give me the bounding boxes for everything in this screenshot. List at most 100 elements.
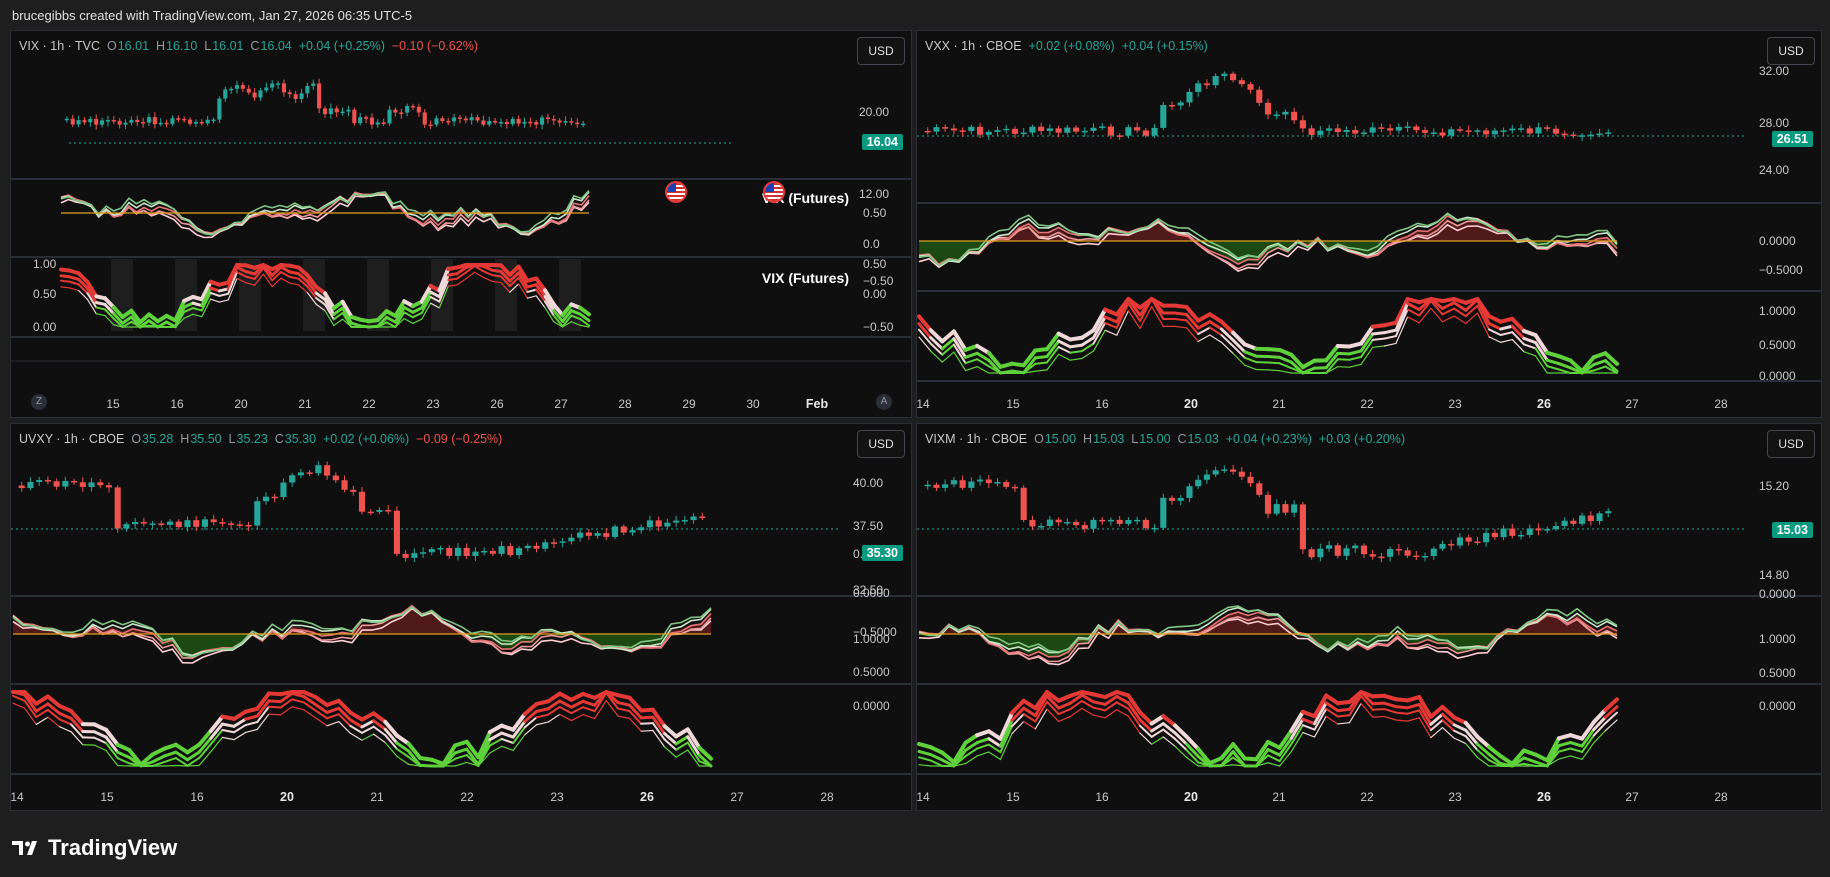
osc2-line	[163, 764, 177, 767]
osc2-line	[465, 747, 480, 767]
osc2-line	[47, 716, 61, 728]
tradingview-brand[interactable]: TradingView	[12, 835, 177, 861]
osc2-line	[1045, 694, 1061, 710]
candles-candle	[27, 481, 34, 489]
time-axis-label: 21	[298, 397, 312, 411]
osc2-line	[1232, 345, 1246, 359]
osc2-line	[69, 709, 85, 727]
osc2-line	[501, 745, 514, 751]
osc2-line	[1545, 358, 1561, 366]
osc2-line	[1116, 709, 1129, 717]
brand-name: TradingView	[48, 835, 178, 860]
osc2-line	[976, 743, 990, 750]
vix-osc2-line	[68, 280, 80, 286]
vix-osc2-line	[499, 263, 512, 277]
currency-button[interactable]: USD	[857, 430, 905, 458]
chart-canvas-vxx[interactable]: 32.00 28.00 24.00 0.0000 −0.5000 1.0000 0.5000…	[917, 31, 1821, 417]
candles-candle	[568, 537, 575, 542]
osc2-line	[697, 745, 713, 761]
currency-button[interactable]: USD	[1767, 430, 1815, 458]
candles-candle	[1343, 548, 1350, 556]
vix-candle	[346, 109, 351, 112]
scroll-left-icon[interactable]: Z	[31, 394, 47, 410]
osc2-line	[963, 343, 980, 352]
candles-candle	[1326, 545, 1333, 549]
vix-osc2-line	[236, 277, 247, 284]
osc2-line	[267, 705, 282, 709]
osc2-line	[1604, 719, 1618, 732]
currency-button[interactable]: USD	[1767, 37, 1815, 65]
vix-osc2-line	[174, 310, 186, 328]
osc2-line	[1127, 310, 1141, 330]
chart-panel-uvxy[interactable]: 40.00 37.50 32.50 0.5000 0.0000 −0.50001.0000…	[10, 423, 912, 811]
candles-candle	[1177, 497, 1184, 501]
chart-canvas-uvxy[interactable]: 40.00 37.50 32.50 0.5000 0.0000 −0.50001.0000…	[11, 424, 911, 810]
candles-candle	[1474, 130, 1481, 132]
osc2-line	[1197, 761, 1211, 767]
time-axis-label: 20	[280, 790, 294, 804]
auto-scale-icon[interactable]: A	[876, 394, 892, 410]
candles-candle	[44, 480, 51, 482]
candles-candle	[1413, 126, 1420, 131]
candles-candle	[1230, 469, 1237, 472]
osc2-line	[1068, 693, 1084, 705]
osc2-line	[1104, 701, 1118, 712]
vix-candle	[475, 117, 480, 121]
chart-panel-vixm[interactable]: 15.20 14.80 0.0000 1.0000 0.5000 0.0000 14 15 16…	[916, 423, 1822, 811]
osc2-line	[1382, 693, 1398, 702]
osc2-line	[1300, 709, 1317, 719]
chart-panel-vix[interactable]: 20.00 12.00 VIX (Futures) 0.50 0.0 −0.50 VIX (…	[10, 30, 912, 418]
osc2-line	[1371, 708, 1386, 711]
osc2-line	[1184, 734, 1201, 751]
osc2-line	[1069, 700, 1083, 711]
chart-panel-vxx[interactable]: 32.00 28.00 24.00 0.0000 −0.5000 1.0000 0.5000…	[916, 30, 1822, 418]
candles-candle	[1456, 129, 1464, 131]
vix-osc2-line	[561, 321, 573, 328]
osc2-line	[1407, 717, 1420, 722]
osc2-line	[407, 763, 421, 767]
chart-canvas-vixm[interactable]: 15.20 14.80 0.0000 1.0000 0.5000 0.0000 14 15 16…	[917, 424, 1821, 810]
vix-osc2-line	[430, 302, 440, 309]
candles-candle	[289, 475, 296, 483]
osc2-line	[675, 741, 689, 751]
time-axis-label: 28	[618, 397, 632, 411]
osc2-line	[1092, 714, 1106, 719]
osc2-line	[1313, 715, 1327, 738]
osc2-line	[1603, 351, 1619, 366]
osc2-line	[1115, 694, 1130, 705]
vix-candle	[264, 87, 269, 91]
candles-candle	[585, 532, 592, 536]
candles-candle	[673, 520, 680, 523]
vix-osc2-line	[447, 277, 458, 282]
candles-candle	[1212, 470, 1219, 475]
legend-low: 16.01	[212, 39, 244, 53]
osc2-line	[1219, 750, 1235, 768]
osc2-line	[1196, 746, 1212, 766]
vix-candle	[575, 122, 580, 125]
osc2-line	[1476, 312, 1490, 338]
us-flag-event-icon[interactable]	[665, 181, 687, 203]
currency-button[interactable]: USD	[857, 37, 905, 65]
candles-candle	[1273, 114, 1280, 117]
osc2-line	[1337, 722, 1351, 725]
vix-candle	[516, 118, 521, 124]
vix-osc2-line	[244, 275, 256, 280]
legend-low: 35.23	[236, 432, 268, 446]
osc2-line	[302, 701, 317, 712]
us-flag-event-icon[interactable]	[763, 181, 785, 203]
vix-osc2-line	[218, 299, 229, 303]
osc2-line	[1429, 712, 1444, 726]
osc2-line	[963, 733, 980, 745]
osc2-line	[1395, 316, 1409, 345]
osc2-line	[46, 708, 61, 721]
osc2-line	[1394, 308, 1409, 338]
osc2-line	[1056, 331, 1073, 342]
legend-change: +0.02 (+0.08%)	[1028, 39, 1115, 53]
candles-candle	[262, 496, 270, 502]
vix-candle	[452, 117, 457, 122]
candles-candle	[1483, 130, 1490, 135]
osc2-line	[1430, 726, 1444, 739]
osc2-line	[535, 707, 550, 713]
time-axis-label: 14	[917, 397, 930, 411]
